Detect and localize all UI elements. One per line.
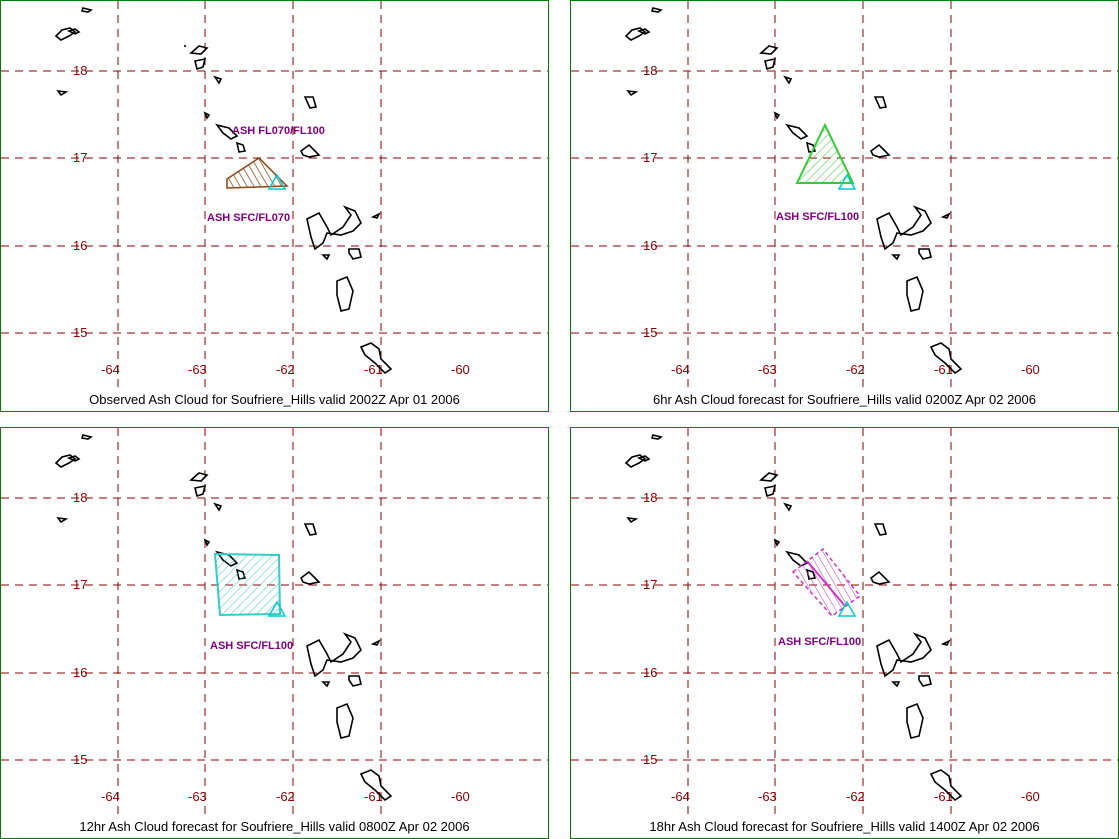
panel-caption: 18hr Ash Cloud forecast for Soufriere_Hi… [649, 819, 1040, 834]
volcano-marker [837, 600, 857, 617]
lon-tick: -61 [934, 362, 953, 377]
volcano-marker [267, 600, 287, 617]
lat-tick: 15 [73, 752, 87, 767]
lat-tick: 17 [73, 577, 87, 592]
coastlines [624, 7, 963, 375]
lat-tick: 16 [643, 238, 657, 253]
ash-cloud-polygon [795, 122, 855, 184]
lon-tick: -61 [934, 789, 953, 804]
lat-tick-labels: 18 17 16 15 [643, 63, 657, 340]
lat-tick-labels: 18 17 16 15 [643, 490, 657, 767]
ash-label: ASH SFC/FL100 [778, 636, 861, 648]
map-panel-12hr: 18 17 16 15 -64 -63 -62 -61 -60 [0, 427, 549, 839]
lon-tick: -63 [758, 362, 777, 377]
grid-lines [1, 1, 548, 391]
ash-cloud-polygon [791, 547, 862, 618]
ash-label: ASH SFC/FL100 [776, 211, 859, 223]
lat-tick: 16 [643, 665, 657, 680]
lat-tick: 17 [643, 150, 657, 165]
ash-label: ASH FL070/FL100 [232, 125, 325, 137]
map-panel-observed: 18 17 16 15 -64 -63 -62 -61 -60 [0, 0, 549, 412]
ash-cloud-polygon [213, 552, 282, 617]
map-svg: 18 17 16 15 -64 -63 -62 -61 -60 [571, 428, 1118, 818]
lat-tick: 16 [73, 665, 87, 680]
coastlines [54, 7, 393, 375]
lat-tick: 18 [73, 490, 87, 505]
map-panel-18hr: 18 17 16 15 -64 -63 -62 -61 -60 [570, 427, 1119, 839]
lon-tick: -62 [846, 362, 865, 377]
lon-tick: -60 [1021, 789, 1040, 804]
panel-caption: Observed Ash Cloud for Soufriere_Hills v… [89, 392, 460, 407]
lon-tick: -60 [451, 362, 470, 377]
lat-tick: 16 [73, 238, 87, 253]
lat-tick: 15 [643, 752, 657, 767]
lon-tick-labels: -64 -63 -62 -61 -60 [671, 362, 1040, 377]
lat-tick: 18 [73, 63, 87, 78]
map-panel-6hr: 18 17 16 15 -64 -63 -62 -61 -60 [570, 0, 1119, 412]
lon-tick: -64 [101, 789, 120, 804]
lat-tick: 17 [73, 150, 87, 165]
grid-lines [571, 428, 1118, 818]
panel-caption: 6hr Ash Cloud forecast for Soufriere_Hil… [653, 392, 1036, 407]
volcano-marker [837, 173, 857, 190]
lon-tick: -63 [758, 789, 777, 804]
coastlines [624, 434, 963, 802]
lon-tick: -62 [276, 789, 295, 804]
lat-tick: 17 [643, 577, 657, 592]
coastlines [54, 434, 393, 802]
lon-tick: -64 [671, 362, 690, 377]
lat-tick: 15 [73, 325, 87, 340]
lon-tick: -60 [451, 789, 470, 804]
ash-label: ASH SFC/FL070 [207, 212, 290, 224]
panel-caption: 12hr Ash Cloud forecast for Soufriere_Hi… [79, 819, 470, 834]
ash-label: ASH SFC/FL100 [210, 640, 293, 652]
lon-tick: -62 [276, 362, 295, 377]
lat-tick: 18 [643, 490, 657, 505]
lon-tick-labels: -64 -63 -62 -61 -60 [101, 789, 470, 804]
lon-tick-labels: -64 -63 -62 -61 -60 [671, 789, 1040, 804]
lat-tick-labels: 18 17 16 15 [73, 490, 87, 767]
volcano-marker [267, 173, 287, 190]
map-svg: 18 17 16 15 -64 -63 -62 -61 -60 [571, 1, 1118, 391]
lon-tick: -61 [364, 789, 383, 804]
lon-tick: -62 [846, 789, 865, 804]
lon-tick: -64 [101, 362, 120, 377]
lon-tick-labels: -64 -63 -62 -61 -60 [101, 362, 470, 377]
map-svg: 18 17 16 15 -64 -63 -62 -61 -60 [1, 428, 548, 818]
ash-cloud-polygon [226, 157, 289, 189]
grid-lines [1, 428, 548, 818]
lat-tick: 15 [643, 325, 657, 340]
map-svg: 18 17 16 15 -64 -63 -62 -61 -60 [1, 1, 548, 391]
grid-lines [571, 1, 1118, 391]
lon-tick: -63 [188, 789, 207, 804]
lon-tick: -63 [188, 362, 207, 377]
lat-tick: 18 [643, 63, 657, 78]
lon-tick: -64 [671, 789, 690, 804]
lon-tick: -60 [1021, 362, 1040, 377]
lat-tick-labels: 18 17 16 15 [73, 63, 87, 340]
lon-tick: -61 [364, 362, 383, 377]
